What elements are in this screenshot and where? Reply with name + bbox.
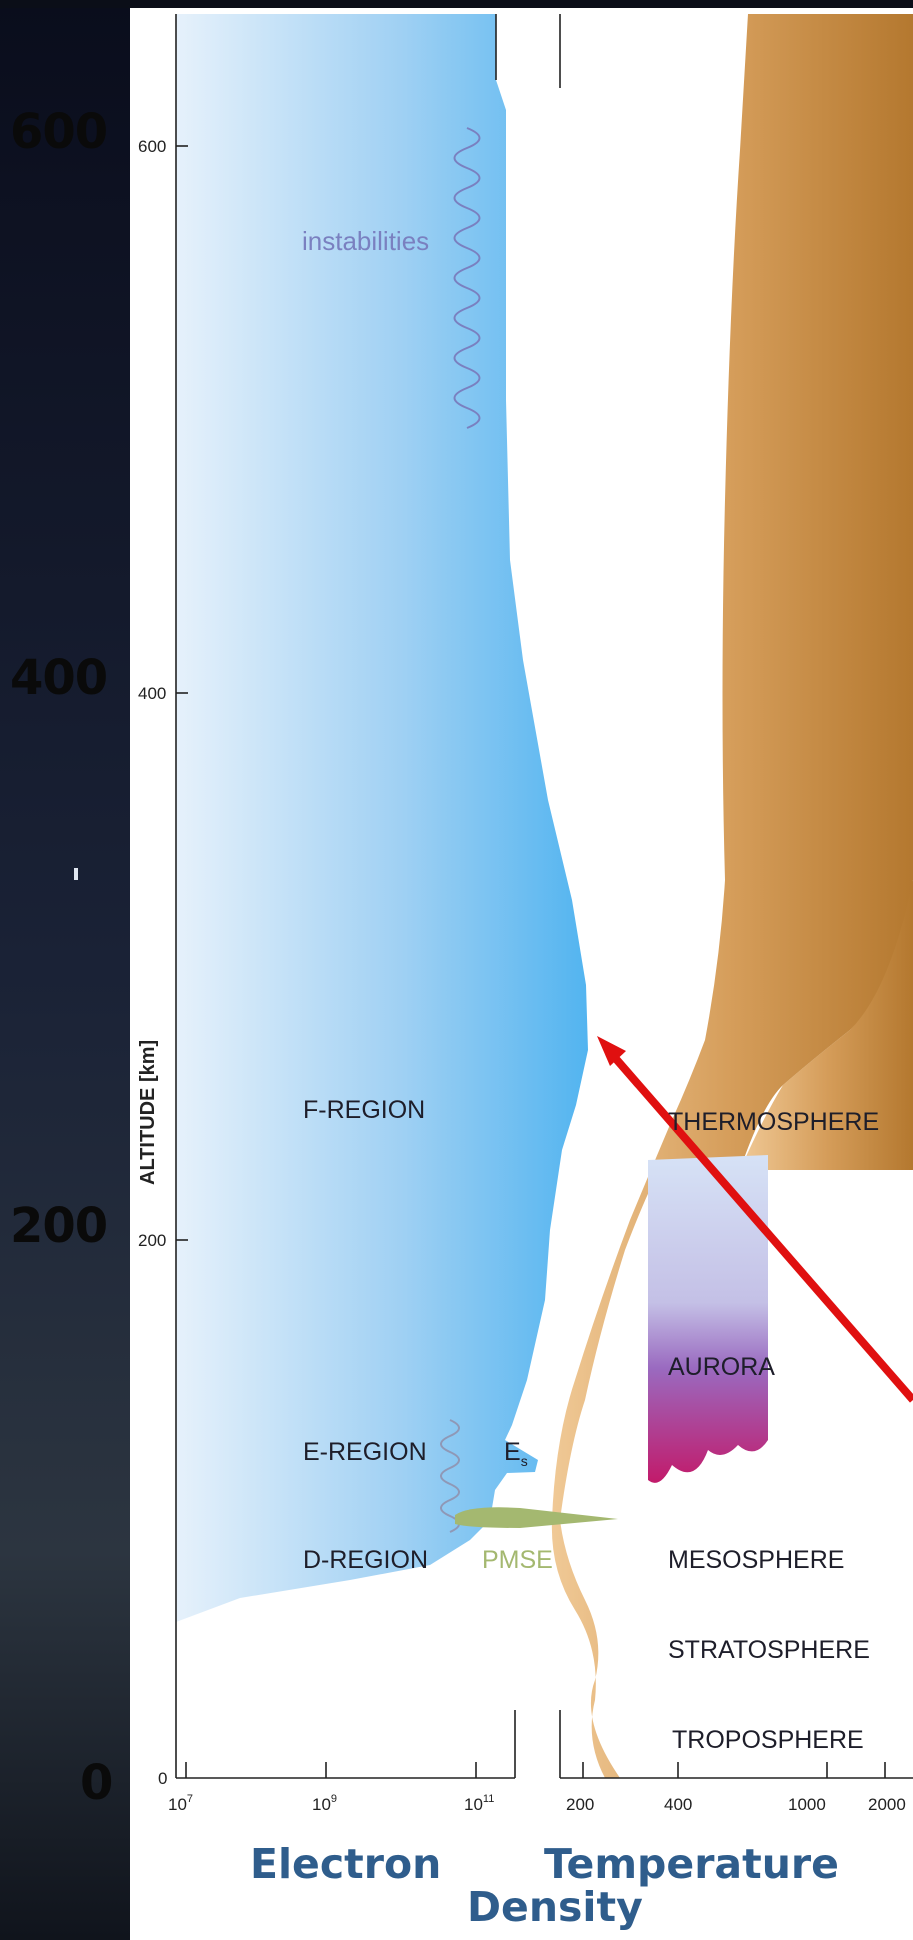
alt-tick-200: 200 xyxy=(138,1231,166,1250)
e-region-wave xyxy=(440,1419,460,1533)
density-label: Density xyxy=(467,1883,643,1931)
temp-tick-1000: 1000 xyxy=(788,1795,826,1814)
label-stratosphere: STRATOSPHERE xyxy=(668,1636,870,1664)
label-f-region: F-REGION xyxy=(303,1096,425,1124)
temp-tick-400: 400 xyxy=(664,1795,692,1814)
density-tick-1e7: 107 xyxy=(168,1793,193,1814)
red-arrow-shaft xyxy=(606,1049,913,1403)
big-alt-label-600: 600 xyxy=(10,104,108,160)
label-d-region: D-REGION xyxy=(303,1546,428,1574)
temperature-profile-main xyxy=(551,14,913,1778)
alt-tick-600: 600 xyxy=(138,137,166,156)
label-pmse: PMSE xyxy=(482,1546,553,1574)
alt-tick-400: 400 xyxy=(138,684,166,703)
pmse-layer xyxy=(455,1507,618,1528)
big-alt-label-0: 0 xyxy=(80,1755,113,1811)
label-troposphere: TROPOSPHERE xyxy=(672,1726,864,1754)
density-tick-1e11: 1011 xyxy=(464,1793,494,1814)
aurora-block xyxy=(648,1155,768,1483)
temp-tick-2000: 2000 xyxy=(868,1795,906,1814)
red-arrow-head xyxy=(597,1036,626,1066)
label-instabilities: instabilities xyxy=(302,226,429,256)
label-es: Es xyxy=(504,1438,528,1469)
temperature-label: Temperature xyxy=(544,1840,839,1888)
axes xyxy=(175,14,913,1779)
temperature-profile xyxy=(740,14,913,1170)
instabilities-wave xyxy=(453,127,481,429)
big-alt-label-200: 200 xyxy=(10,1198,108,1254)
alt-tick-0: 0 xyxy=(158,1769,167,1788)
density-tick-1e9: 109 xyxy=(312,1793,337,1814)
electron-label: Electron xyxy=(250,1840,442,1888)
temp-tick-200: 200 xyxy=(566,1795,594,1814)
label-aurora: AURORA xyxy=(668,1353,775,1381)
altitude-axis-label: ALTITUDE [km] xyxy=(137,1040,159,1185)
big-alt-label-400: 400 xyxy=(10,650,108,706)
electron-density-profile xyxy=(176,14,588,1622)
label-thermosphere: THERMOSPHERE xyxy=(668,1108,879,1136)
label-mesosphere: MESOSPHERE xyxy=(668,1546,844,1574)
label-e-region: E-REGION xyxy=(303,1438,427,1466)
